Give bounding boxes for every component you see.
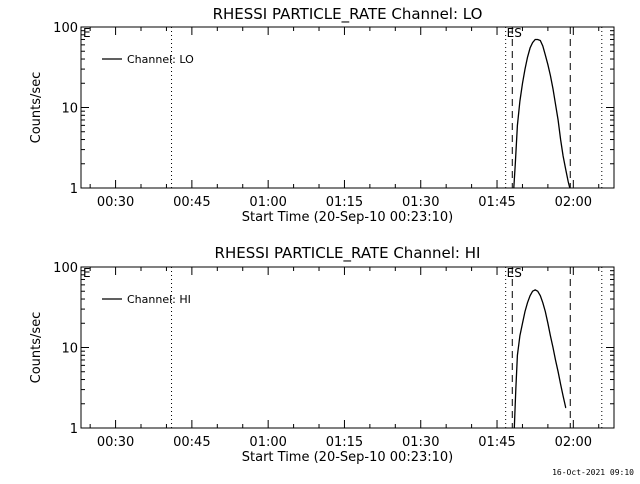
panel-1-annotation-es: ES (507, 26, 522, 40)
panel-1-y-tick-label: 10 (61, 102, 78, 117)
panel-2-series-line (513, 289, 567, 429)
panel-1-x-tick-label: 02:00 (555, 195, 592, 210)
panel-2-y-tick-label: 10 (61, 342, 78, 357)
panel-1-title: RHESSI PARTICLE_RATE Channel: LO (213, 5, 483, 24)
panel-2-y-tick-label: 100 (53, 261, 78, 276)
panel-1-legend-label: Channel: LO (127, 53, 194, 66)
panel-1-x-tick-label: 00:30 (97, 195, 134, 210)
panel-2-annotation-e: E (83, 266, 91, 280)
panel-2-x-tick-label: 01:30 (402, 435, 439, 450)
panel-2-title: RHESSI PARTICLE_RATE Channel: HI (215, 244, 481, 263)
panel-2-legend-label: Channel: HI (127, 293, 191, 306)
panel-2-x-tick-label: 00:45 (173, 435, 210, 450)
footer-timestamp: 16-Oct-2021 09:10 (552, 468, 634, 477)
panel-1-x-axis-label: Start Time (20-Sep-10 00:23:10) (242, 210, 453, 225)
panel-1-y-axis-label: Counts/sec (29, 72, 44, 144)
panel-2-x-tick-label: 00:30 (97, 435, 134, 450)
panel-2-y-axis-label: Counts/sec (29, 312, 44, 384)
panel-1-plot-frame (80, 26, 615, 189)
panel-2-x-tick-label: 01:15 (326, 435, 363, 450)
panel-1-x-tick-label: 01:00 (249, 195, 286, 210)
panel-1-y-tick-label: 1 (70, 182, 78, 197)
panel-1-x-tick-label: 00:45 (173, 195, 210, 210)
panel-1-x-tick-label: 01:30 (402, 195, 439, 210)
panel-1-y-tick-label: 100 (53, 21, 78, 36)
panel-2-x-tick-label: 01:00 (249, 435, 286, 450)
panel-2-x-tick-label: 01:45 (478, 435, 515, 450)
panel-1-x-tick-label: 01:45 (478, 195, 515, 210)
panel-2-x-axis-label: Start Time (20-Sep-10 00:23:10) (242, 450, 453, 465)
panel-2-x-tick-label: 02:00 (555, 435, 592, 450)
panel-2-y-tick-label: 1 (70, 422, 78, 437)
panel-1-annotation-e: E (83, 26, 91, 40)
panel-1-series-line (513, 38, 571, 189)
panel-2-annotation-es: ES (507, 266, 522, 280)
panel-1-x-tick-label: 01:15 (326, 195, 363, 210)
